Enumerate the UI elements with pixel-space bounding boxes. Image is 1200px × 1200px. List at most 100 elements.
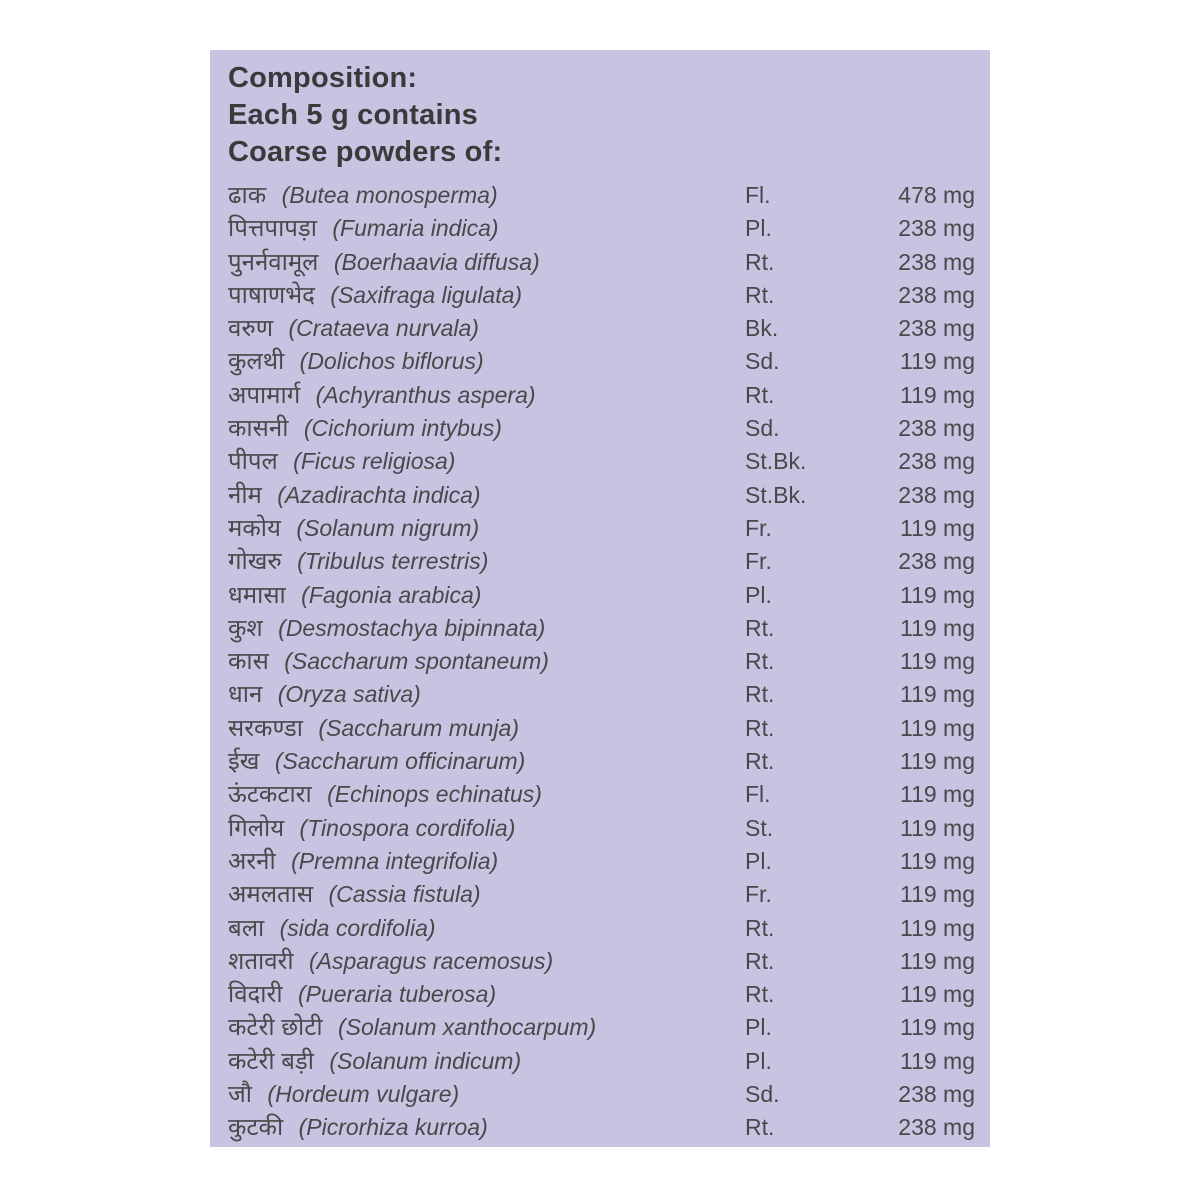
ingredient-row: ईख (Saccharum officinarum) Rt. 119 mg [228,744,975,777]
header-line-each-5g: Each 5 g contains [228,99,478,131]
ingredient-name-hindi: कटेरी छोटी [228,1014,323,1042]
ingredient-name: अपामार्ग (Achyranthus aspera) [228,378,745,411]
ingredient-amount: 119 mg [899,614,975,641]
ingredient-name-latin: (Pueraria tuberosa) [297,981,497,1008]
ingredient-name: जौ (Hordeum vulgare) [228,1077,745,1110]
ingredient-name-latin: (Saccharum spontaneum) [284,648,549,675]
ingredient-row: धमासा (Fagonia arabica) Pl. 119 mg [228,578,975,611]
ingredient-row: धान (Oryza sativa) Rt. 119 mg [228,677,975,710]
ingredient-name-hindi: ऊंटकटारा [228,781,312,809]
ingredient-amount: 238 mg [898,315,975,342]
ingredient-amount: 238 mg [898,548,975,575]
ingredient-name: धान (Oryza sativa) [228,677,745,710]
ingredient-name: कुश (Desmostachya bipinnata) [228,611,745,644]
ingredient-part-abbreviation: Rt. [745,748,775,775]
ingredient-name-hindi: ढाक [228,182,267,209]
ingredient-name-hindi: गिलोय [228,814,285,842]
ingredient-name: गोखरु (Tribulus terrestris) [228,544,745,577]
ingredient-row: सरकण्डा (Saccharum munja) Rt. 119 mg [228,711,975,744]
ingredient-amount: 238 mg [898,448,975,475]
ingredient-part-abbreviation: Rt. [745,1114,775,1141]
ingredient-row: पित्तपापड़ा (Fumaria indica) Pl. 238 mg [228,211,975,244]
ingredient-name-hindi: अरनी [228,847,276,875]
ingredient-amount: 238 mg [898,248,975,275]
ingredient-amount: 238 mg [898,415,975,442]
ingredient-row: कास (Saccharum spontaneum) Rt. 119 mg [228,644,975,677]
ingredient-list: ढाक (Butea monosperma) Fl. 478 mg पित्तप… [228,178,975,1144]
ingredient-part-abbreviation: Pl. [745,215,772,242]
ingredient-part-abbreviation: Rt. [745,681,775,708]
ingredient-name-latin: (Tribulus terrestris) [297,548,489,575]
header-line-composition: Composition: [228,62,418,94]
ingredient-row: विदारी (Pueraria tuberosa) Rt. 119 mg [228,977,975,1010]
ingredient-amount: 119 mg [899,381,975,408]
ingredient-name-hindi: धमासा [228,581,286,609]
ingredient-name-hindi: शतावरी [228,947,294,975]
ingredient-name: सरकण्डा (Saccharum munja) [228,711,745,744]
ingredient-name-latin: (Butea monosperma) [281,182,498,208]
ingredient-name-latin: (Ficus religiosa) [293,448,456,475]
ingredient-row: बला (sida cordifolia) Rt. 119 mg [228,911,975,944]
ingredient-name-latin: (Solanum xanthocarpum) [337,1014,597,1041]
ingredient-part-abbreviation: Rt. [745,381,775,408]
ingredient-name: विदारी (Pueraria tuberosa) [228,977,745,1010]
ingredient-amount: 238 mg [898,481,975,508]
ingredient-part-abbreviation: Rt. [745,614,775,641]
ingredient-amount: 119 mg [899,714,975,741]
ingredient-name-hindi: कुटकी [228,1114,284,1142]
ingredient-name-hindi: वरुण [228,315,274,343]
ingredient-row: ढाक (Butea monosperma) Fl. 478 mg [228,178,975,211]
ingredient-part-abbreviation: Pl. [745,847,772,874]
ingredient-name: ईख (Saccharum officinarum) [228,744,745,777]
ingredient-name: कुलथी (Dolichos biflorus) [228,344,745,377]
ingredient-name: पाषाणभेद (Saxifraga ligulata) [228,278,745,311]
ingredient-part-abbreviation: St.Bk. [745,448,807,475]
ingredient-name-latin: (Fumaria indica) [332,215,499,242]
ingredient-part-abbreviation: Rt. [745,248,775,275]
ingredient-name-hindi: कुलथी [228,348,285,376]
composition-header: Composition: Each 5 g contains Coarse po… [228,60,975,171]
ingredient-name-latin: (Cassia fistula) [328,881,481,908]
ingredient-name-latin: (Asparagus racemosus) [308,947,554,974]
ingredient-name: कटेरी छोटी (Solanum xanthocarpum) [228,1010,745,1043]
ingredient-row: कुटकी (Picrorhiza kurroa) Rt. 238 mg [228,1110,975,1143]
ingredient-amount: 119 mg [899,648,975,675]
ingredient-name-latin: (Saxifraga ligulata) [330,281,523,308]
ingredient-part-abbreviation: Sd. [745,348,780,375]
ingredient-name-latin: (Saccharum munja) [318,714,520,741]
ingredient-row: कासनी (Cichorium intybus) Sd. 238 mg [228,411,975,444]
ingredient-name: मकोय (Solanum nigrum) [228,511,745,544]
ingredient-name-latin: (Desmostachya bipinnata) [278,614,546,641]
ingredient-part-abbreviation: Rt. [745,981,775,1008]
ingredient-amount: 238 mg [898,1081,975,1108]
ingredient-part-abbreviation: Bk. [745,315,779,342]
ingredient-part-abbreviation: St. [745,814,774,841]
ingredient-name-latin: (Echinops echinatus) [327,781,542,808]
ingredient-row: पुनर्नवामूल (Boerhaavia diffusa) Rt. 238… [228,245,975,278]
ingredient-name-hindi: जौ [228,1081,253,1109]
ingredient-name-latin: (Boerhaavia diffusa) [333,248,540,275]
ingredient-row: पीपल (Ficus religiosa) St.Bk. 238 mg [228,444,975,477]
ingredient-row: कटेरी बड़ी (Solanum indicum) Pl. 119 mg [228,1044,975,1077]
ingredient-row: कुलथी (Dolichos biflorus) Sd. 119 mg [228,344,975,377]
ingredient-name: नीम (Azadirachta indica) [228,478,745,511]
ingredient-name-latin: (Solanum nigrum) [296,514,480,541]
ingredient-name-hindi: कुश [228,614,263,642]
ingredient-name-hindi: कास [228,648,269,676]
ingredient-name-latin: (Premna integrifolia) [291,847,499,874]
ingredient-name-hindi: पीपल [228,448,278,476]
ingredient-amount: 238 mg [898,215,975,242]
ingredient-amount: 119 mg [899,914,975,941]
ingredient-part-abbreviation: Rt. [745,947,775,974]
header-line-coarse-powders: Coarse powders of: [228,136,503,168]
ingredient-name: अरनी (Premna integrifolia) [228,844,745,877]
ingredient-name-hindi: अपामार्ग [228,381,301,409]
ingredient-row: अपामार्ग (Achyranthus aspera) Rt. 119 mg [228,378,975,411]
ingredient-name-hindi: ईख [228,748,260,776]
ingredient-name-hindi: धान [228,681,263,709]
ingredient-name: ऊंटकटारा (Echinops echinatus) [228,777,745,810]
ingredient-name-hindi: पुनर्नवामूल [228,248,319,276]
ingredient-row: गिलोय (Tinospora cordifolia) St. 119 mg [228,811,975,844]
ingredient-name-hindi: अमलतास [228,881,314,909]
ingredient-name-hindi: गोखरु [228,548,282,576]
